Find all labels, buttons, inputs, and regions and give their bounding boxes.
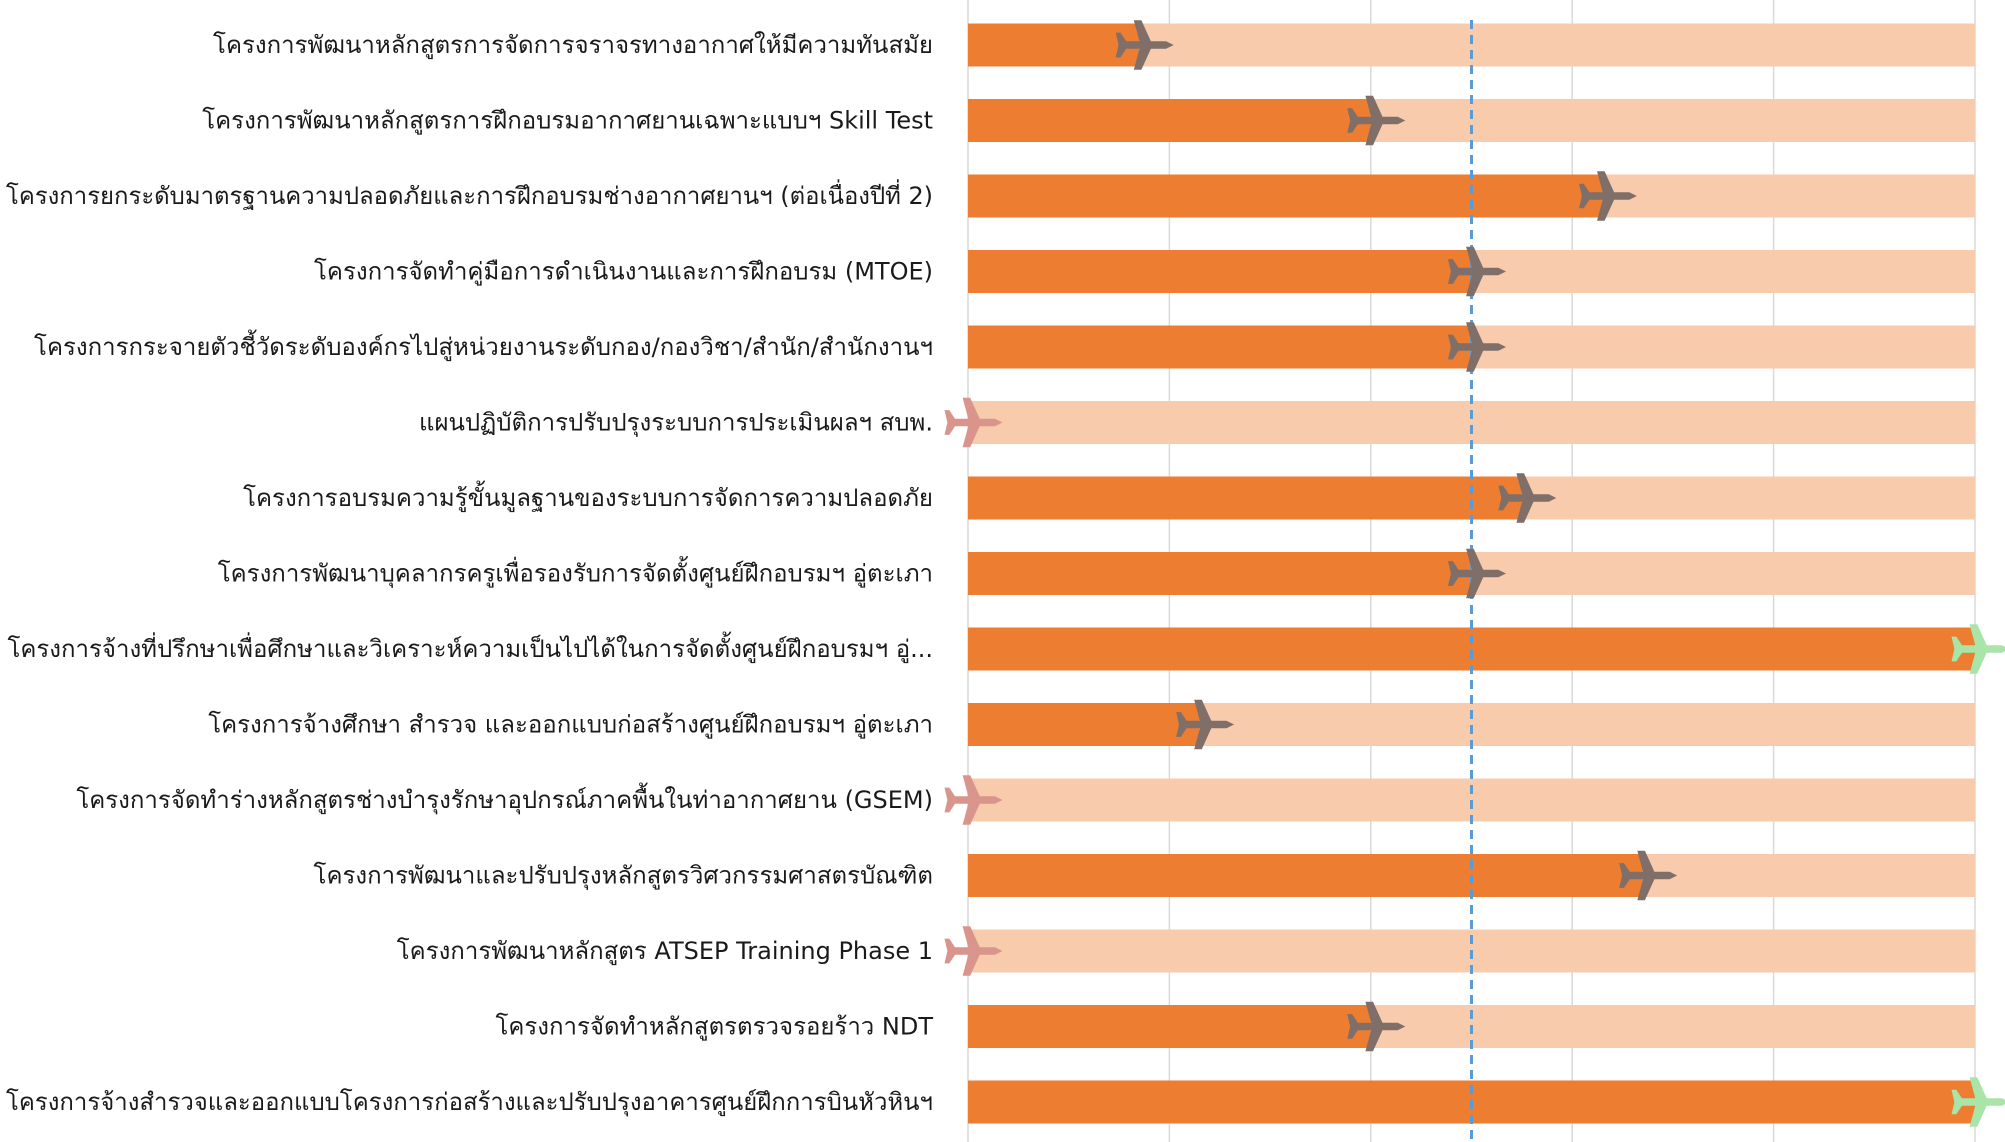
airplane-icon bbox=[1448, 246, 1506, 297]
progress-bar bbox=[968, 476, 1522, 520]
category-label: โครงการกระจายตัวชี้วัดระดับองค์กรไปสู่หน… bbox=[34, 329, 933, 362]
progress-bar bbox=[968, 325, 1472, 369]
airplane-icon bbox=[1347, 95, 1406, 146]
airplane-icon bbox=[1498, 473, 1557, 523]
progress-bar bbox=[968, 99, 1371, 142]
airplane-icon bbox=[1951, 1077, 2005, 1127]
category-label: โครงการจ้างศึกษา สำรวจ และออกแบบก่อสร้าง… bbox=[208, 711, 933, 740]
category-label: โครงการจัดทำหลักสูตรตรวจรอยร้าว NDT bbox=[495, 1013, 933, 1042]
airplane-icon bbox=[1448, 548, 1506, 599]
category-label: โครงการพัฒนาบุคลากรครูเพื่อรองรับการจัดต… bbox=[218, 556, 933, 589]
progress-bar bbox=[968, 552, 1472, 595]
category-label: โครงการพัฒนาหลักสูตรการฝึกอบรมอากาศยานเฉ… bbox=[202, 107, 933, 136]
progress-bar bbox=[968, 1005, 1371, 1048]
airplane-icon bbox=[1619, 850, 1678, 901]
progress-bar bbox=[968, 854, 1643, 897]
progress-bar bbox=[968, 23, 1140, 67]
category-label: โครงการพัฒนาหลักสูตรการจัดการจราจรทางอาก… bbox=[213, 31, 933, 60]
airplane-icon bbox=[1951, 624, 2005, 674]
progress-bar bbox=[968, 174, 1603, 218]
category-label: โครงการยกระดับมาตรฐานความปลอดภัยและการฝึ… bbox=[6, 179, 933, 210]
category-label: โครงการอบรมความรู้ขั้นมูลฐานของระบบการจั… bbox=[243, 480, 933, 513]
category-label: แผนปฏิบัติการปรับปรุงระบบการประเมินผลฯ ส… bbox=[419, 409, 933, 438]
progress-bar bbox=[968, 250, 1472, 293]
airplane-icon bbox=[1448, 322, 1506, 372]
remaining-bar bbox=[968, 401, 1975, 444]
airplane-icon bbox=[944, 397, 1003, 448]
category-label: โครงการจัดทำร่างหลักสูตรช่างบำรุงรักษาอุ… bbox=[76, 782, 933, 815]
progress-bar bbox=[968, 627, 1975, 671]
airplane-icon bbox=[1579, 171, 1637, 221]
category-label: โครงการจัดทำคู่มือการดำเนินงานและการฝึกอ… bbox=[314, 258, 933, 287]
category-label: โครงการพัฒนาหลักสูตร ATSEP Training Phas… bbox=[397, 937, 933, 966]
category-label: โครงการพัฒนาและปรับปรุงหลักสูตรวิศวกรรมศ… bbox=[314, 862, 933, 891]
airplane-icon bbox=[944, 926, 1003, 976]
category-label: โครงการจ้างที่ปรึกษาเพื่อศึกษาและวิเคราะ… bbox=[7, 631, 933, 664]
progress-bar bbox=[968, 703, 1200, 746]
category-labels: โครงการพัฒนาหลักสูตรการจัดการจราจรทางอาก… bbox=[6, 31, 933, 1117]
category-label: โครงการจ้างสำรวจและออกแบบโครงการก่อสร้าง… bbox=[6, 1088, 933, 1117]
airplane-icon bbox=[1115, 20, 1174, 70]
airplane-icon bbox=[1347, 1001, 1406, 1052]
airplane-icon bbox=[944, 775, 1003, 825]
airplane-icon bbox=[1176, 699, 1235, 750]
plane-markers bbox=[944, 20, 2005, 1127]
